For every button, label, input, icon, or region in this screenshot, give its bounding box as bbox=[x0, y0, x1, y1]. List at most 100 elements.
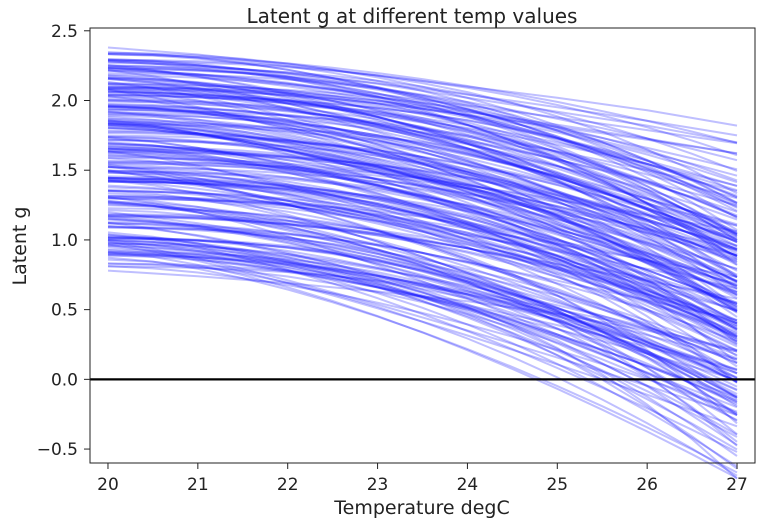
series-line bbox=[107, 178, 738, 384]
series-line bbox=[107, 59, 738, 157]
series-line bbox=[107, 215, 738, 321]
series-line bbox=[107, 77, 738, 155]
series-line bbox=[107, 67, 738, 219]
series-line bbox=[107, 134, 738, 251]
series-line bbox=[107, 225, 738, 447]
series-line bbox=[107, 94, 738, 192]
series-line bbox=[107, 103, 738, 207]
series-line bbox=[107, 195, 738, 343]
series-line bbox=[107, 113, 738, 251]
series-line bbox=[107, 107, 738, 235]
series-line bbox=[107, 194, 738, 313]
series-line bbox=[107, 120, 738, 257]
series-line bbox=[107, 189, 738, 404]
x-axis-label: Temperature degC bbox=[333, 497, 509, 519]
series-line bbox=[107, 169, 738, 331]
series-line bbox=[107, 217, 738, 379]
series-line bbox=[107, 78, 738, 244]
series-line bbox=[107, 46, 738, 127]
series-line bbox=[107, 139, 738, 272]
series-line bbox=[107, 180, 738, 330]
series-line bbox=[107, 89, 738, 277]
series-line bbox=[107, 176, 738, 335]
series-line bbox=[107, 240, 738, 416]
series-line bbox=[107, 142, 738, 340]
series-line bbox=[107, 88, 738, 271]
series-line bbox=[107, 66, 738, 248]
y-tick-label: 0.0 bbox=[51, 370, 78, 390]
series-line bbox=[107, 196, 738, 372]
series-line bbox=[107, 119, 738, 313]
series-line bbox=[107, 72, 738, 204]
series-line bbox=[107, 195, 738, 399]
series-line bbox=[107, 130, 738, 240]
series-line bbox=[107, 243, 738, 428]
series-line bbox=[107, 146, 738, 300]
series-line bbox=[107, 82, 738, 266]
x-tick-label: 20 bbox=[97, 475, 119, 495]
series-line bbox=[107, 149, 738, 314]
series-line bbox=[107, 76, 738, 247]
series-line bbox=[107, 86, 738, 260]
series-line bbox=[107, 138, 738, 344]
series-line bbox=[107, 88, 738, 184]
series-line bbox=[107, 77, 738, 155]
series-line bbox=[107, 105, 738, 278]
series-line bbox=[107, 126, 738, 304]
series-line bbox=[107, 88, 738, 287]
series-line bbox=[107, 165, 738, 328]
series-line bbox=[107, 176, 738, 339]
series-line bbox=[107, 207, 738, 425]
series-line bbox=[107, 226, 738, 374]
series-line bbox=[107, 197, 738, 307]
series-line bbox=[107, 170, 738, 288]
series-line bbox=[107, 252, 738, 480]
series-line bbox=[107, 123, 738, 258]
series-line bbox=[107, 197, 738, 330]
series-line bbox=[107, 111, 738, 233]
series-line bbox=[107, 258, 738, 477]
series-line bbox=[107, 251, 738, 479]
y-tick-label: 0.5 bbox=[51, 301, 78, 321]
series-line bbox=[107, 201, 738, 300]
series-line bbox=[107, 129, 738, 257]
series-line bbox=[107, 136, 738, 282]
series-line bbox=[107, 188, 738, 333]
series-line bbox=[107, 117, 738, 284]
series-line bbox=[107, 212, 738, 325]
series-line bbox=[107, 171, 738, 357]
series-line bbox=[107, 104, 738, 226]
series-line bbox=[107, 90, 738, 187]
series-line bbox=[107, 64, 738, 200]
series-line bbox=[107, 160, 738, 261]
series-line bbox=[107, 122, 738, 221]
series-line bbox=[107, 53, 738, 209]
series-line bbox=[107, 211, 738, 360]
series-line bbox=[107, 143, 738, 342]
series-line bbox=[107, 241, 738, 438]
series-line bbox=[107, 145, 738, 318]
series-line bbox=[107, 178, 738, 285]
series-line bbox=[107, 91, 738, 218]
series-line bbox=[107, 69, 738, 227]
series-line bbox=[107, 175, 738, 332]
series-line bbox=[107, 178, 738, 278]
series-line bbox=[107, 105, 738, 312]
series-line bbox=[107, 156, 738, 283]
series-line bbox=[107, 145, 738, 338]
series-line bbox=[107, 155, 738, 368]
series-line bbox=[107, 236, 738, 383]
series-line bbox=[107, 64, 738, 162]
series-line bbox=[107, 142, 738, 233]
series-line bbox=[107, 120, 738, 297]
series-line bbox=[107, 151, 738, 296]
series-line bbox=[107, 148, 738, 250]
series-line bbox=[107, 254, 738, 404]
series-line bbox=[107, 126, 738, 330]
series-line bbox=[107, 67, 738, 231]
series-line bbox=[107, 64, 738, 172]
series-line bbox=[107, 51, 738, 205]
series-line bbox=[107, 150, 738, 336]
series-line bbox=[107, 109, 738, 218]
series-line bbox=[107, 249, 738, 382]
